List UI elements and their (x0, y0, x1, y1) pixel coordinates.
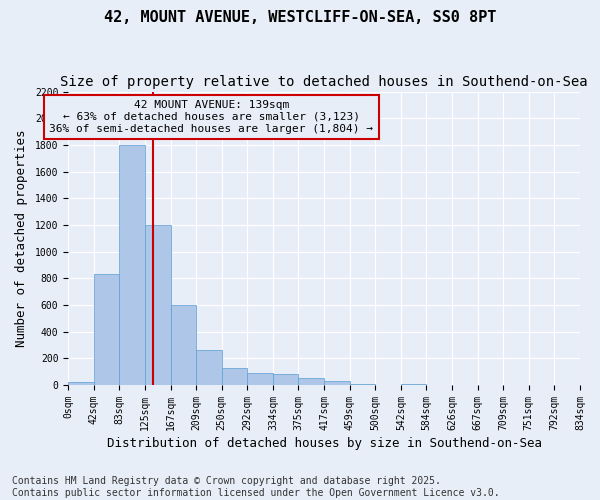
Text: Contains HM Land Registry data © Crown copyright and database right 2025.
Contai: Contains HM Land Registry data © Crown c… (12, 476, 500, 498)
Bar (94, 274, 119, 385)
Bar (170, 305, 196, 385)
Bar (222, 368, 247, 385)
Bar (401, 384, 427, 385)
Bar (298, 378, 324, 385)
Bar (324, 381, 350, 385)
Bar (350, 384, 375, 385)
Bar (273, 374, 298, 385)
Bar (68, 382, 94, 385)
Y-axis label: Number of detached properties: Number of detached properties (15, 130, 28, 347)
Text: 42, MOUNT AVENUE, WESTCLIFF-ON-SEA, SS0 8PT: 42, MOUNT AVENUE, WESTCLIFF-ON-SEA, SS0 … (104, 10, 496, 25)
Bar (119, 145, 145, 385)
Bar (247, 373, 273, 385)
Title: Size of property relative to detached houses in Southend-on-Sea: Size of property relative to detached ho… (60, 75, 588, 89)
Bar (145, 225, 170, 385)
X-axis label: Distribution of detached houses by size in Southend-on-Sea: Distribution of detached houses by size … (107, 437, 542, 450)
Text: 42 MOUNT AVENUE: 139sqm
← 63% of detached houses are smaller (3,123)
36% of semi: 42 MOUNT AVENUE: 139sqm ← 63% of detache… (49, 100, 373, 134)
Bar (196, 350, 222, 385)
